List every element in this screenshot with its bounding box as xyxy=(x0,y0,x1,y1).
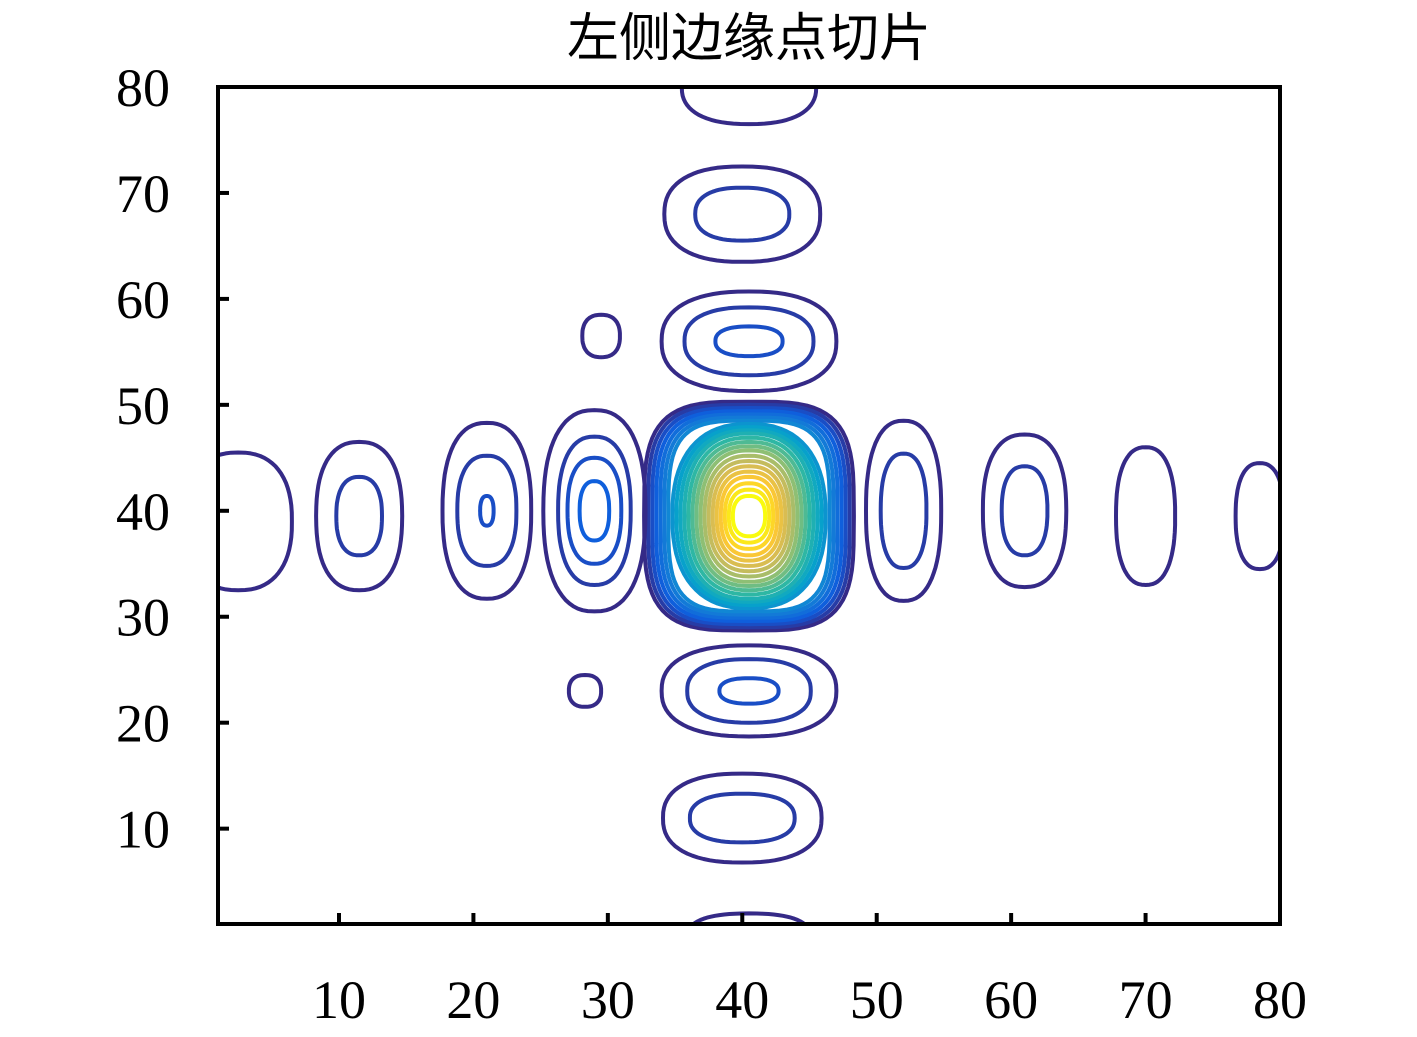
central-peak-contour xyxy=(674,425,824,608)
lobe-contour xyxy=(334,474,384,558)
central-peak-contour xyxy=(658,412,840,620)
central-peak-contour xyxy=(714,469,784,563)
central-peak-contour xyxy=(682,431,816,601)
lobe-contour xyxy=(455,453,519,568)
lobe-contour xyxy=(556,434,633,587)
lobe-contour xyxy=(685,657,813,725)
central-peak-contour xyxy=(670,421,828,611)
lobe-contour xyxy=(717,676,781,706)
x-tick-label: 30 xyxy=(581,970,635,1030)
y-tick-label: 20 xyxy=(116,694,170,754)
central-peak-contour xyxy=(666,418,832,614)
central-peak-contour xyxy=(690,439,808,593)
lobe-contour xyxy=(577,479,612,543)
central-peak-contour xyxy=(650,406,848,627)
x-tick-label: 50 xyxy=(850,970,904,1030)
central-peak-contour xyxy=(678,428,820,604)
y-tick-label: 60 xyxy=(116,270,170,330)
central-peak-contour xyxy=(730,494,768,539)
lobe-contour xyxy=(980,432,1069,590)
central-peak-contour xyxy=(710,464,788,568)
lobe-contour xyxy=(566,673,604,709)
lobe-contour xyxy=(541,408,648,614)
lobe-contour xyxy=(659,643,839,739)
x-tick-label: 40 xyxy=(715,970,769,1030)
lobe-contour xyxy=(1233,461,1280,572)
y-tick-label: 80 xyxy=(116,58,170,118)
x-tick-label: 70 xyxy=(1119,970,1173,1030)
central-peak-contour xyxy=(706,459,792,574)
central-peak-contour xyxy=(662,415,836,617)
chart-title: 左侧边缘点切片 xyxy=(567,9,931,69)
axis-ticks: 10 20 30 40 50 60 70 80 10 20 30 40 50 60 70 80 xyxy=(116,58,1307,1030)
lobe-contour xyxy=(565,455,624,566)
y-tick-label: 10 xyxy=(116,800,170,860)
y-tick-label: 50 xyxy=(116,376,170,436)
central-peak-contour xyxy=(694,444,804,588)
lobe-contour xyxy=(314,439,405,593)
central-peak-contour xyxy=(686,435,812,597)
lobe-contour xyxy=(693,185,792,243)
central-peak-contour xyxy=(722,481,776,551)
lobe-contour xyxy=(218,450,294,593)
lobe-contour xyxy=(440,420,534,601)
central-peak-contour xyxy=(654,409,844,623)
lobe-contour xyxy=(713,324,785,359)
lobe-contour xyxy=(659,289,839,394)
lobe-contour xyxy=(478,494,496,528)
x-tick-label: 20 xyxy=(446,970,500,1030)
lobe-contour xyxy=(662,164,823,264)
plot-frame xyxy=(216,85,1282,926)
y-tick-label: 40 xyxy=(116,482,170,542)
y-tick-label: 70 xyxy=(116,164,170,224)
central-peak-contour xyxy=(702,453,796,579)
lobe-contour xyxy=(682,305,816,378)
lobe-contour xyxy=(999,464,1050,558)
central-peak-contour xyxy=(698,448,800,584)
x-tick-label: 80 xyxy=(1253,970,1307,1030)
lobe-contour xyxy=(661,771,824,865)
contour-lines xyxy=(218,87,1280,924)
lobe-contour xyxy=(687,791,797,845)
lobe-contour xyxy=(1114,445,1178,587)
central-peak-contour xyxy=(726,487,772,545)
x-tick-label: 10 xyxy=(312,970,366,1030)
lobe-contour xyxy=(864,418,944,603)
lobe-contour xyxy=(690,911,808,924)
central-peak-contour xyxy=(646,402,852,630)
lobe-contour xyxy=(679,87,819,127)
central-peak-contour xyxy=(718,474,780,558)
x-tick-label: 60 xyxy=(984,970,1038,1030)
y-tick-label: 30 xyxy=(116,588,170,648)
lobe-contour xyxy=(580,312,622,360)
lobe-contour xyxy=(878,451,929,570)
